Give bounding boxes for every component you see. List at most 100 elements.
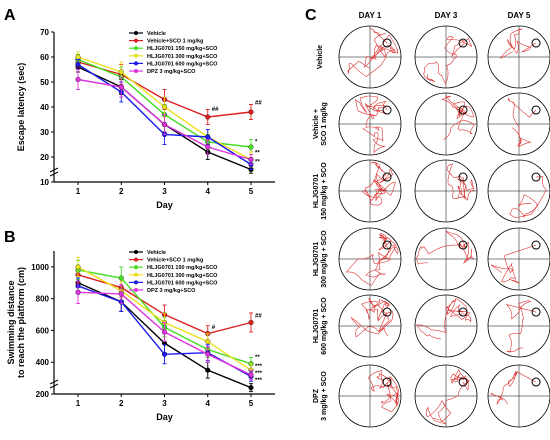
data-point bbox=[205, 367, 211, 373]
swim-path bbox=[361, 161, 396, 206]
data-point bbox=[118, 69, 124, 75]
platform-marker bbox=[531, 240, 541, 250]
pool-trajectory bbox=[487, 227, 550, 291]
pool-trajectory bbox=[338, 364, 402, 428]
swim-path bbox=[490, 244, 537, 284]
legend-label: HLJG0701 600 mg/kg+SCO bbox=[147, 61, 218, 67]
swim-path bbox=[347, 28, 398, 77]
y-tick-label: 50 bbox=[40, 78, 49, 87]
swim-path bbox=[425, 368, 470, 425]
platform-marker bbox=[458, 377, 468, 387]
group-row-label: SCO 1 mg/kg bbox=[321, 102, 328, 146]
significance-mark: * bbox=[255, 139, 258, 145]
data-point bbox=[205, 339, 211, 345]
swim-path bbox=[508, 97, 537, 148]
legend-label: DPZ 3 mg/kg+SCO bbox=[147, 288, 196, 294]
panel-c-swim-trajectories: DAY 1 DAY 3 DAY 5 Vehicle Vehicle + SCO 1 mg/… bbox=[313, 11, 550, 428]
data-point bbox=[161, 329, 168, 335]
group-row-label: Vehicle + bbox=[313, 109, 320, 139]
pool-trajectory bbox=[338, 159, 402, 223]
data-point bbox=[75, 264, 81, 270]
group-row-label: 300 mg/kg + SCO bbox=[321, 230, 328, 288]
y-tick-label: 40 bbox=[40, 103, 49, 112]
platform-marker bbox=[382, 377, 392, 387]
x-axis-title: Day bbox=[156, 412, 173, 422]
legend-swatch-marker bbox=[134, 265, 138, 270]
chart-b-swimming-distance: 200 400 600 800 1000 1 2 3 4 5 Day Swimming distanc… bbox=[6, 250, 275, 422]
y-tick-label: 20 bbox=[40, 153, 49, 162]
axis-break-mark bbox=[49, 167, 59, 173]
platform-marker bbox=[382, 307, 392, 317]
legend-swatch-marker bbox=[134, 288, 138, 292]
platform-marker bbox=[382, 38, 392, 48]
legend-swatch-marker bbox=[134, 280, 138, 285]
legend-swatch-marker bbox=[134, 31, 138, 35]
swim-path bbox=[345, 232, 399, 286]
panel-letter-a: A bbox=[4, 7, 16, 24]
legend-label: HLJG0701 300 mg/kg+SCO bbox=[147, 273, 218, 279]
data-point bbox=[248, 319, 254, 326]
x-tick-label: 4 bbox=[206, 399, 211, 408]
data-point bbox=[205, 134, 211, 140]
platform-marker bbox=[458, 307, 468, 317]
x-tick-label: 1 bbox=[76, 399, 81, 408]
y-tick-label: 600 bbox=[36, 326, 50, 335]
swim-path bbox=[446, 163, 475, 201]
data-point bbox=[248, 372, 254, 378]
x-tick-label: 4 bbox=[206, 187, 211, 196]
platform-marker bbox=[382, 240, 392, 250]
chart-a-escape-latency: 10 20 30 40 50 60 70 1 2 3 4 5 Day Escape latency (se… bbox=[16, 28, 275, 210]
significance-mark: ** bbox=[255, 151, 260, 157]
pool-trajectory bbox=[414, 25, 478, 89]
data-point bbox=[75, 289, 81, 295]
pool-trajectory bbox=[487, 92, 550, 156]
x-axis-title: Day bbox=[156, 200, 173, 210]
group-row-label: 600 mg/kg + SCO bbox=[321, 297, 328, 355]
swim-path bbox=[500, 28, 537, 59]
swim-path bbox=[355, 95, 388, 154]
data-point bbox=[161, 104, 168, 110]
pool-trajectory bbox=[338, 294, 402, 358]
platform-marker bbox=[458, 240, 468, 250]
group-row-label: HLJG0701 bbox=[313, 309, 320, 343]
significance-mark: *** bbox=[255, 371, 263, 377]
y-tick-label: 800 bbox=[36, 295, 50, 304]
data-point bbox=[118, 275, 124, 281]
platform-marker bbox=[458, 38, 468, 48]
data-point bbox=[75, 76, 81, 83]
pool-trajectory bbox=[414, 92, 478, 156]
data-point bbox=[118, 291, 124, 297]
pool-trajectory bbox=[414, 159, 478, 223]
legend-swatch-marker bbox=[134, 257, 138, 262]
series-dpz-3-mg-kg-sco bbox=[75, 280, 254, 381]
significance-mark: *** bbox=[255, 364, 263, 370]
data-point bbox=[75, 54, 81, 60]
legend-swatch-marker bbox=[134, 69, 138, 73]
group-row-label: DPZ bbox=[313, 388, 320, 403]
pool-trajectory bbox=[338, 25, 402, 89]
x-tick-label: 2 bbox=[119, 187, 124, 196]
platform-marker bbox=[531, 105, 541, 115]
legend-swatch-marker bbox=[134, 38, 138, 43]
data-point bbox=[205, 144, 211, 150]
series-dpz-3-mg-kg-sco bbox=[75, 69, 254, 165]
group-row-label: HLJG0701 bbox=[313, 242, 320, 276]
platform-marker bbox=[531, 38, 541, 48]
y-axis-title: Escape latency (sec) bbox=[16, 63, 26, 152]
platform-marker bbox=[531, 377, 541, 387]
x-tick-label: 5 bbox=[249, 187, 254, 196]
axis-break-mark bbox=[49, 379, 59, 385]
pool-trajectory bbox=[487, 159, 550, 223]
data-point bbox=[248, 109, 254, 115]
significance-mark: *** bbox=[255, 378, 263, 384]
data-point bbox=[75, 61, 81, 68]
y-tick-label: 200 bbox=[36, 390, 50, 399]
platform-marker bbox=[458, 172, 468, 182]
pool-trajectory bbox=[414, 227, 478, 291]
y-axis-title: Swimming distance bbox=[6, 280, 16, 364]
y-tick-label: 70 bbox=[40, 28, 49, 37]
x-tick-label: 3 bbox=[162, 399, 167, 408]
